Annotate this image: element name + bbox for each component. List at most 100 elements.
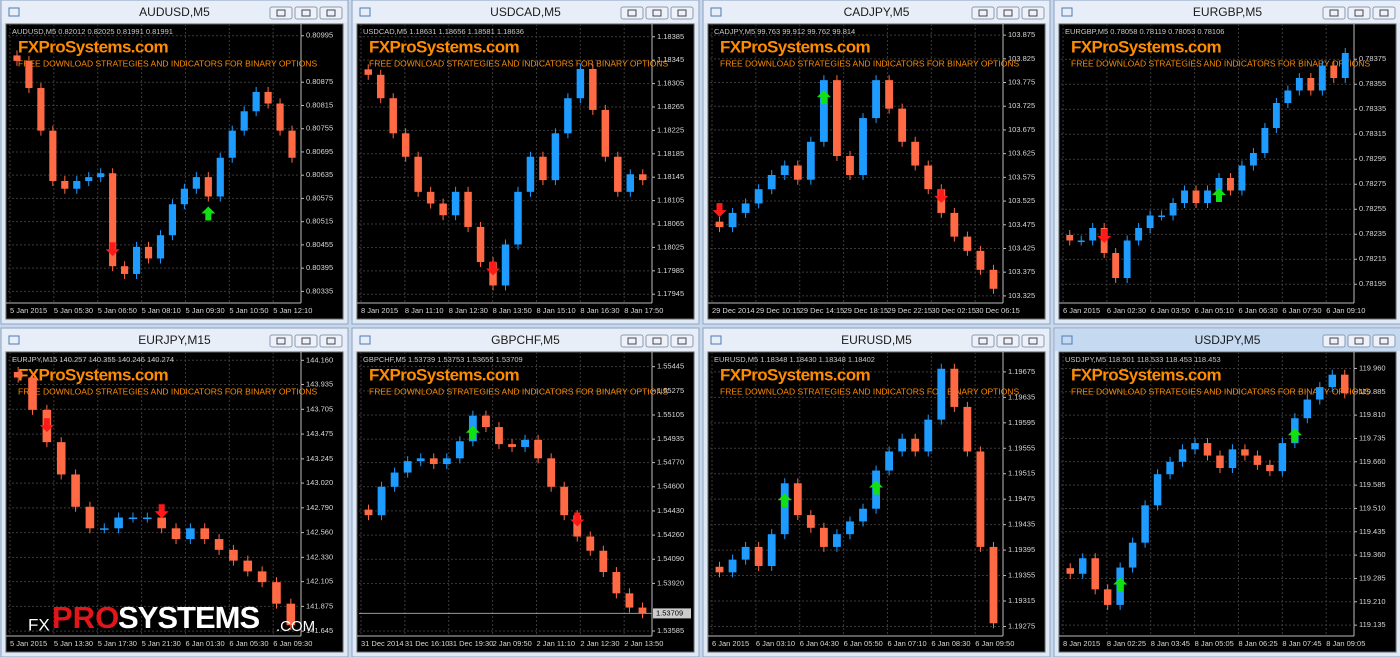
minimize-button[interactable] [269,6,293,20]
title-bar [1055,1,1400,23]
time-label: 8 Jan 05:05 [1195,639,1234,648]
minimize-glyph [1329,337,1339,345]
price-label: 1.18225 [657,125,684,134]
candle [508,444,516,447]
time-label: 6 Jan 08:30 [931,639,970,648]
candle [793,165,802,180]
time-label: 6 Jan 2015 [712,639,749,648]
price-label: 0.78235 [1359,229,1386,238]
candle [521,439,529,447]
candle [28,377,37,410]
candle [257,571,267,583]
watermark-tagline: FREE DOWNLOAD STRATEGIES AND INDICATORS … [720,58,1019,68]
price-label: 0.78375 [1359,54,1386,63]
candle [56,442,66,475]
window-title: EURGBP,M5 [1193,5,1262,19]
close-button[interactable] [1021,6,1045,20]
close-button[interactable] [1021,334,1045,348]
maximize-button[interactable] [294,334,318,348]
candle [589,68,597,110]
candle [1261,128,1269,153]
close-button[interactable] [1372,6,1396,20]
time-label: 8 Jan 07:45 [1282,639,1321,648]
minimize-button[interactable] [620,6,644,20]
price-label: 103.525 [1008,196,1035,205]
candle [180,188,188,205]
price-label: 1.19275 [1008,621,1035,630]
candle [143,517,152,520]
buy-arrow [869,480,884,495]
candle [401,133,410,157]
maximize-button[interactable] [294,6,318,20]
window-icon [1061,335,1073,345]
candle [1316,387,1324,400]
candle [514,191,522,245]
time-label: 5 Jan 2015 [10,639,47,648]
minimize-button[interactable] [1322,6,1346,20]
maximize-button[interactable] [645,334,669,348]
minimize-button[interactable] [269,334,293,348]
time-label: 5 Jan 08:10 [142,306,181,315]
candle [767,534,776,566]
price-label: 1.19475 [1008,494,1035,503]
close-button[interactable] [1372,334,1396,348]
candle [989,269,998,289]
brand-logo: FX PRO SYSTEMS .COM [28,600,315,635]
candle [1066,568,1074,574]
price-label: 1.55105 [657,410,684,419]
candle [639,174,647,181]
close-button[interactable] [670,6,694,20]
minimize-button[interactable] [1322,334,1346,348]
candle [833,80,841,157]
candle [439,203,447,216]
time-label: 5 Jan 05:30 [54,306,93,315]
close-glyph [1379,9,1389,17]
candle [364,509,373,516]
chart-area [1058,351,1397,653]
candle [121,266,129,274]
time-label: 8 Jan 13:50 [493,306,532,315]
maximize-button[interactable] [996,6,1020,20]
time-label: 8 Jan 09:05 [1326,639,1365,648]
candle [252,91,260,112]
price-label: 1.19595 [1008,418,1035,427]
time-label: 29 Dec 10:15 [756,306,801,315]
minimize-glyph [276,337,286,345]
close-button[interactable] [670,334,694,348]
time-label: 2 Jan 11:10 [536,639,575,648]
minimize-button[interactable] [971,6,995,20]
close-button[interactable] [319,334,343,348]
candle [442,458,451,465]
symbol-info: EURUSD,M5 1.18348 1.18430 1.18348 1.1840… [714,355,875,364]
candle [539,156,547,181]
watermark-site: FXProSystems.com [720,365,871,384]
close-button[interactable] [319,6,343,20]
price-label: 1.19315 [1008,596,1035,605]
candle [228,130,236,158]
time-label: 8 Jan 06:25 [1238,639,1277,648]
candle [1227,178,1234,191]
maximize-button[interactable] [996,334,1020,348]
maximize-button[interactable] [1347,6,1371,20]
time-label: 5 Jan 09:30 [185,306,224,315]
price-label: 1.17985 [657,266,684,275]
candle [97,173,105,178]
price-label: 103.725 [1008,101,1035,110]
candle [73,180,81,189]
candle [1284,90,1292,103]
candle [1191,443,1199,450]
candle [741,546,750,560]
price-label: 1.54770 [657,458,684,467]
price-label: 0.80635 [306,170,333,179]
price-label: 142.560 [306,528,333,537]
time-label: 6 Jan 07:10 [887,639,926,648]
close-glyph [1028,9,1038,17]
chart-area [707,351,1046,653]
chart-area [707,23,1046,320]
maximize-button[interactable] [645,6,669,20]
minimize-button[interactable] [971,334,995,348]
price-label: 119.960 [1359,363,1386,372]
minimize-button[interactable] [620,334,644,348]
maximize-button[interactable] [1347,334,1371,348]
candle [186,528,195,540]
